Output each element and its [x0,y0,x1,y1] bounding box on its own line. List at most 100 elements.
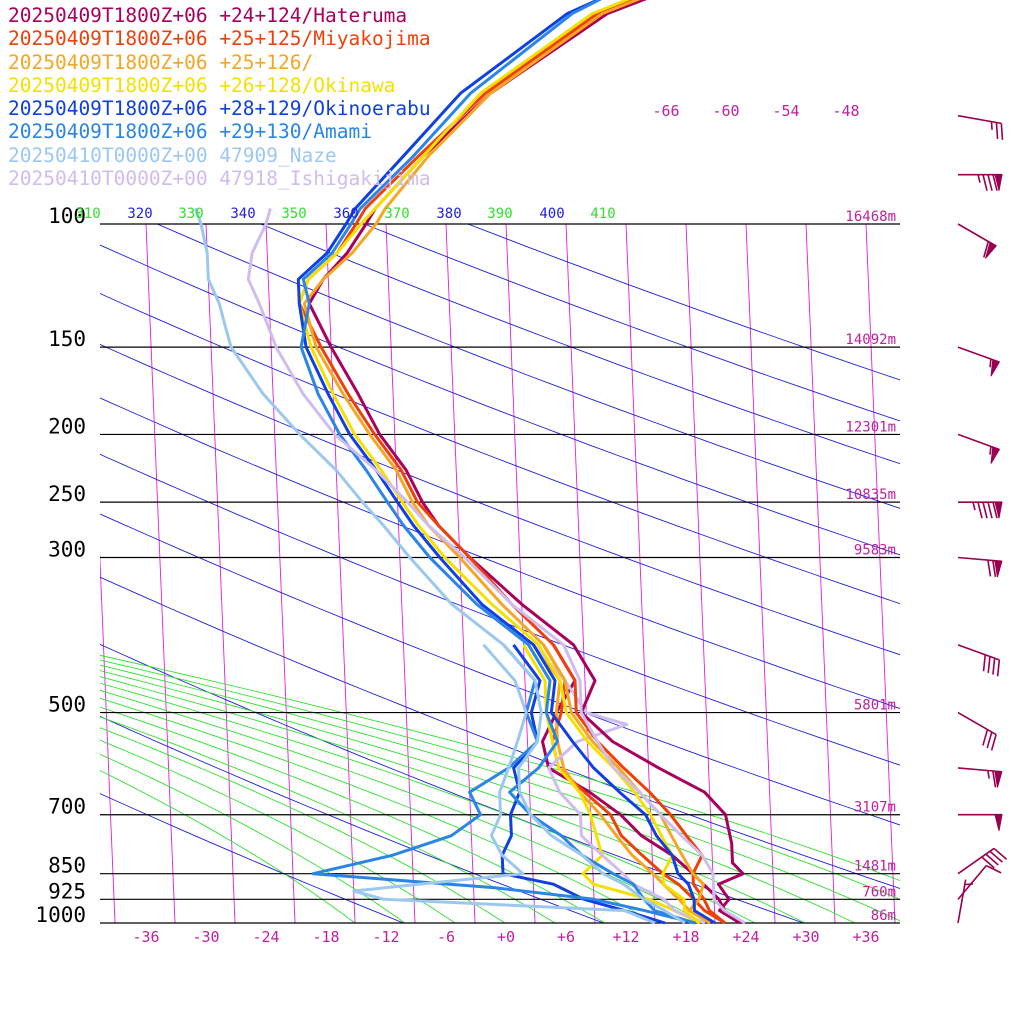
dry-adiabat-grid [100,224,900,923]
isotherm-line [325,224,356,923]
dry-adiabat-line [156,224,900,509]
dry-adiabat-line [100,293,900,605]
temperature-tick-label: -6 [437,928,455,946]
legend-entry: 20250409T1800Z+06 +25+125/Miyakojima [8,27,431,51]
wind-barbs [957,114,1008,924]
wind-barb-flag [987,656,991,673]
temperature-tick-label: +30 [792,928,819,946]
wind-barb-pennant [994,501,1003,519]
wind-barb-flag [981,856,995,869]
height-label: 9583m [854,543,896,559]
dry-adiabat-label: 320 [127,206,152,222]
pressure-tick-label: 925 [48,879,86,903]
isotherm-line [865,224,896,923]
wind-barb [957,879,974,924]
pressure-tick-label: 250 [48,482,86,506]
isotherm-label: -60 [712,102,739,120]
isotherm-line [205,224,236,923]
isotherm-label: -48 [832,102,859,120]
wind-barb-flag [993,847,1008,860]
moist-adiabat-line [100,664,900,922]
moist-adiabat-line [100,676,806,923]
dry-adiabat-line [100,453,900,766]
isotherm-line [385,224,416,923]
wind-barb [957,114,1004,140]
pressure-tick-label: 500 [48,693,86,717]
wind-barb-pennant [994,770,1003,788]
height-label: 14092m [845,332,896,348]
wind-barb-flag [982,654,987,672]
wind-barb-flag [985,864,1002,874]
moist-adiabat-line [100,727,506,923]
dewpoint-line [352,643,656,925]
temperature-tick-label: +18 [672,928,699,946]
wind-barb-flag [992,658,996,675]
wind-barb-pennant [985,241,997,259]
isotherm-line [926,224,955,923]
height-label: 12301m [845,419,896,435]
wind-barb-flag [982,501,988,519]
height-label: 86m [871,908,896,924]
isotherm-line [505,224,536,923]
temperature-line [296,0,716,925]
isotherm-line [265,224,296,923]
isotherm-label: -54 [772,102,799,120]
dry-adiabat-line [100,343,900,656]
wind-barb-flag [992,174,998,191]
height-label: 1481m [854,859,896,875]
moist-adiabat-label: 390 [487,206,512,222]
moist-adiabat-line [100,682,756,923]
pressure-tick-label: 700 [48,795,86,819]
dry-adiabat-line [260,224,900,465]
isotherm-grid [100,224,955,923]
isotherm-line [100,550,116,923]
pressure-tick-label: 1000 [35,903,86,927]
wind-barb [957,767,1003,788]
moist-adiabat-line [100,770,356,923]
temperature-tick-label: -18 [312,928,339,946]
wind-barb-pennant [994,174,1003,191]
sounding-series [193,0,746,925]
wind-barb-flag [986,731,993,749]
wind-barb [957,847,1008,875]
temperature-tick-label: -24 [252,928,279,946]
wind-barb-flag [1000,123,1004,140]
wind-barb-pennant [994,814,1003,831]
pressure-tick-label: 150 [48,327,86,351]
moist-adiabat-line [100,654,900,882]
wind-barb-half-flag [964,883,974,886]
wind-barb-staff [957,879,967,924]
moist-adiabat-line [100,739,456,923]
wind-barb-staff [957,114,1002,125]
pressure-tick-label: 100 [48,204,86,228]
dry-adiabat-line [364,224,900,422]
dry-adiabat-label: 340 [230,206,255,222]
wind-barb-half-flag [987,770,990,779]
wind-barb-flag [982,729,989,746]
wind-barb-half-flag [989,446,992,455]
wind-barb [957,644,1001,677]
wind-barb-pennant [994,560,1003,578]
dry-adiabat-line [100,244,900,556]
wind-barb-flag [985,853,999,866]
dry-adiabat-line [100,513,900,826]
wind-barb-flag [987,501,993,519]
wind-barb [957,433,1001,464]
wind-barb [958,501,1003,519]
moist-adiabat-line [100,716,556,923]
height-label: 10835m [845,487,896,503]
wind-barb-flag [977,501,983,519]
legend-entry: 20250409T1800Z+06 +29+130/Amami [8,120,372,144]
wind-barb [957,346,1001,377]
pressure-tick-label: 200 [48,414,86,438]
dry-adiabat-line [100,715,604,923]
dry-adiabat-label: 380 [436,206,461,222]
wind-barb-half-flag [972,501,976,511]
height-label: 3107m [854,800,896,816]
wind-barb-flag [989,850,1003,863]
temperature-tick-label: +0 [497,928,515,946]
legend-entry: 20250409T1800Z+06 +24+124/Hateruma [8,4,408,27]
isotherm-line [625,224,656,923]
temperature-tick-label: -30 [192,928,219,946]
isotherm-line [745,224,776,923]
